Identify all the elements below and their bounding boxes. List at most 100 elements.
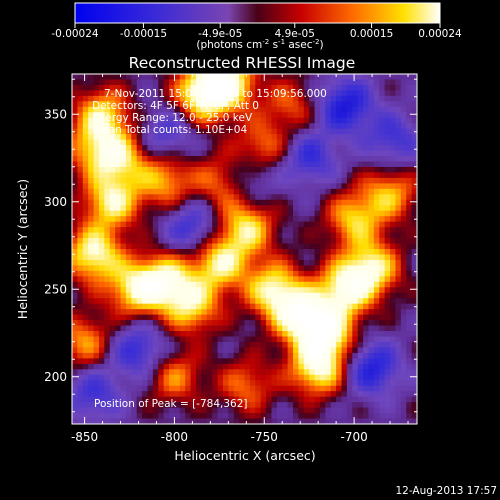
heatmap-cell [169,270,176,277]
heatmap-cell [244,183,251,190]
heatmap-cell [120,216,127,223]
heatmap-cell [201,407,208,414]
heatmap-cell [115,177,122,184]
heatmap-cell [120,369,127,376]
heatmap-cell [309,243,316,250]
heatmap-cell [174,161,181,168]
heatmap-cell [319,150,326,157]
heatmap-cell [104,385,111,392]
heatmap-cell [287,84,294,92]
heatmap-cell [77,95,84,102]
heatmap-cell [357,336,364,343]
heatmap-cell [98,128,105,135]
heatmap-cell [158,314,165,321]
heatmap-cell [239,161,246,168]
heatmap-cell [276,331,283,338]
heatmap-cell [212,188,219,195]
heatmap-cell [330,227,337,234]
heatmap-cell [217,123,224,130]
heatmap-cell [276,336,283,343]
heatmap-cell [271,287,278,294]
heatmap-cell [346,320,353,327]
heatmap-cell [411,139,417,146]
heatmap-cell [115,166,122,174]
heatmap-cell [395,90,402,97]
heatmap-cell [293,270,300,277]
heatmap-cell [293,150,300,157]
heatmap-cell [152,128,159,135]
heatmap-cell [325,352,332,359]
heatmap-cell [222,341,229,349]
heatmap-cell [131,227,138,234]
heatmap-cell [260,347,267,354]
heatmap-cell [185,227,192,234]
heatmap-cell [136,259,143,267]
colorbar-tick-label: -0.00024 [51,28,99,40]
heatmap-cell [379,117,386,124]
heatmap-cell [109,418,116,424]
heatmap-cell [298,385,305,392]
heatmap-cell [93,331,100,338]
heatmap-cell [163,298,170,305]
heatmap-cell [201,79,208,86]
heatmap-cell [282,74,289,81]
heatmap-cell [98,221,105,228]
heatmap-cell [98,177,105,184]
heatmap-cell [325,243,332,250]
heatmap-cell [406,177,413,184]
heatmap-cell [239,112,246,119]
heatmap-cell [330,320,337,327]
heatmap-cell [104,309,111,316]
heatmap-cell [287,134,294,141]
heatmap-cell [363,281,370,288]
heatmap-cell [341,172,348,179]
heatmap-cell [88,374,95,381]
heatmap-cell [72,363,78,370]
heatmap-cell [195,210,202,217]
heatmap-cell [352,243,359,250]
heatmap-cell [319,418,326,424]
heatmap-cell [309,331,316,338]
heatmap-cell [217,156,224,163]
heatmap-cell [201,74,208,81]
heatmap-cell [287,227,294,234]
heatmap-cell [384,249,391,256]
heatmap-cell [379,188,386,195]
heatmap-cell [390,325,397,332]
heatmap-cell [271,303,278,310]
heatmap-cell [195,254,202,261]
heatmap-cell [319,298,326,305]
heatmap-cell [115,341,122,349]
heatmap-cell [158,249,165,256]
heatmap-cell [152,194,159,201]
heatmap-cell [406,199,413,206]
heatmap-cell [276,298,283,305]
heatmap-cell [325,358,332,365]
heatmap-cell [195,199,202,206]
heatmap-cell [363,303,370,310]
heatmap-cell [239,363,246,370]
heatmap-cell [136,281,143,288]
heatmap-cell [77,369,84,376]
heatmap-cell [346,172,353,179]
heatmap-cell [363,369,370,376]
heatmap-cell [82,156,89,163]
heatmap-cell [98,161,105,168]
heatmap-cell [125,407,132,414]
heatmap-cell [373,243,380,250]
heatmap-cell [390,117,397,124]
heatmap-cell [390,418,397,424]
heatmap-cell [325,292,332,299]
heatmap-cell [411,380,417,387]
heatmap-cell [319,227,326,234]
heatmap-cell [195,413,202,420]
heatmap-cell [228,347,235,354]
heatmap-cell [185,161,192,168]
heatmap-cell [411,161,417,168]
heatmap-cell [109,199,116,206]
heatmap-cell [195,128,202,135]
heatmap-cell [93,347,100,354]
heatmap-cell [77,331,84,338]
heatmap-cell [239,314,246,321]
heatmap-cell [260,249,267,256]
